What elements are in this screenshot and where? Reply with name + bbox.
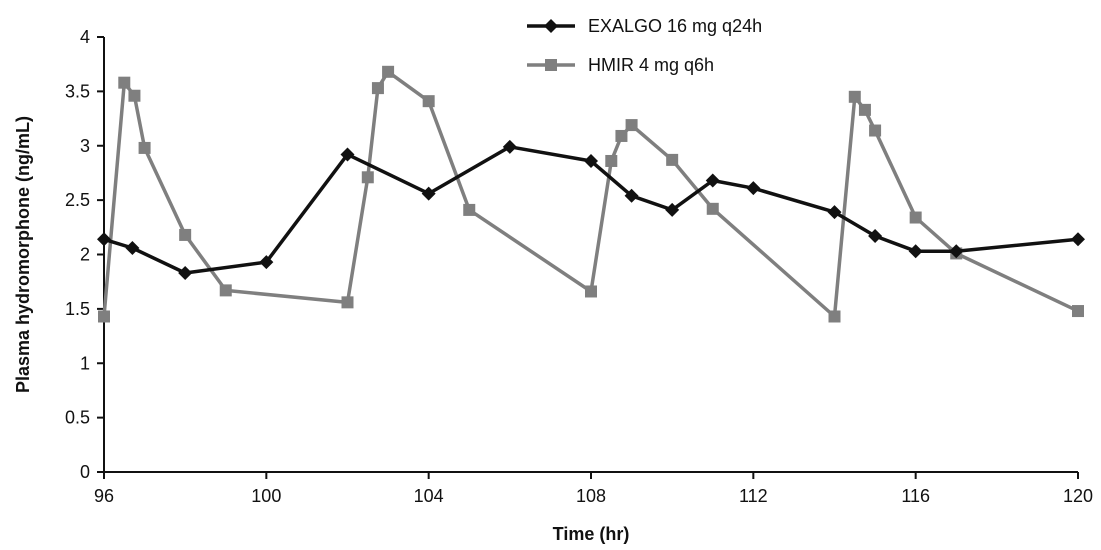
data-point-hmir <box>585 285 597 298</box>
data-point-hmir <box>605 154 618 167</box>
data-point-hmir <box>382 65 395 78</box>
y-tick-label: 1 <box>80 353 90 373</box>
data-point-hmir <box>869 124 882 137</box>
data-point-hmir <box>138 141 151 154</box>
y-tick-label: 3 <box>80 136 90 156</box>
data-point-exalgo <box>259 255 274 270</box>
y-tick-label: 4 <box>80 27 90 47</box>
data-point-hmir <box>909 211 922 224</box>
data-point-exalgo <box>584 153 598 168</box>
data-point-hmir <box>848 90 861 103</box>
x-tick-label: 100 <box>251 486 281 506</box>
legend-label-hmir: HMIR 4 mg q6h <box>588 55 714 75</box>
y-tick-label: 0.5 <box>65 408 90 428</box>
legend-label-exalgo: EXALGO 16 mg q24h <box>588 16 762 36</box>
legend-item-exalgo: EXALGO 16 mg q24h <box>527 16 762 36</box>
y-tick-label: 1.5 <box>65 299 90 319</box>
data-point-hmir <box>118 76 131 89</box>
axes: 0 0.5 1 1.5 2 2.5 3 3.5 4 96 100 104 108 112 116 120 <box>65 27 1093 506</box>
x-tick-label: 104 <box>414 486 444 506</box>
x-tick-label: 116 <box>901 486 930 506</box>
x-axis-title: Time (hr) <box>553 524 630 544</box>
x-tick-label: 120 <box>1063 486 1093 506</box>
data-point-hmir <box>463 203 476 216</box>
data-point-exalgo <box>97 232 111 247</box>
data-point-hmir <box>98 310 110 323</box>
y-axis-title: Plasma hydromorphone (ng/mL) <box>13 116 33 393</box>
data-point-exalgo <box>125 240 140 255</box>
data-point-exalgo <box>746 181 761 196</box>
series-line-hmir <box>102 70 1079 319</box>
data-point-exalgo <box>624 188 639 203</box>
data-point-hmir <box>615 129 628 142</box>
data-point-hmir <box>341 296 354 309</box>
legend-marker-hmir <box>545 59 557 71</box>
x-tick-label: 112 <box>739 486 768 506</box>
data-point-exalgo <box>421 186 436 201</box>
data-point-hmir <box>422 95 435 108</box>
data-point-hmir <box>666 153 679 166</box>
data-point-exalgo <box>178 265 193 280</box>
data-point-hmir <box>625 119 638 132</box>
data-point-exalgo <box>1071 232 1085 247</box>
data-point-hmir <box>371 82 384 95</box>
data-point-exalgo <box>340 147 355 162</box>
y-tick-label: 2.5 <box>65 190 90 210</box>
series-group <box>97 65 1085 323</box>
data-point-exalgo <box>868 229 883 244</box>
data-point-hmir <box>179 228 192 241</box>
legend-item-hmir: HMIR 4 mg q6h <box>527 55 714 75</box>
data-point-hmir <box>858 103 871 116</box>
y-tick-label: 0 <box>80 462 90 482</box>
x-tick-label: 108 <box>576 486 606 506</box>
y-tick-label: 2 <box>80 245 90 265</box>
data-point-hmir <box>219 284 232 297</box>
data-point-exalgo <box>502 139 517 154</box>
legend-marker-exalgo <box>544 19 558 33</box>
data-point-exalgo <box>908 244 923 259</box>
data-point-hmir <box>128 89 141 102</box>
data-point-hmir <box>706 202 719 215</box>
data-point-exalgo <box>665 202 680 217</box>
legend: EXALGO 16 mg q24h HMIR 4 mg q6h <box>527 16 762 75</box>
data-point-exalgo <box>827 205 842 220</box>
data-point-hmir <box>828 310 841 323</box>
data-point-exalgo <box>705 173 720 188</box>
y-tick-label: 3.5 <box>65 81 90 101</box>
data-point-hmir <box>361 171 374 184</box>
data-point-exalgo <box>949 244 964 259</box>
data-point-hmir <box>1072 305 1084 318</box>
x-tick-label: 96 <box>94 486 114 506</box>
